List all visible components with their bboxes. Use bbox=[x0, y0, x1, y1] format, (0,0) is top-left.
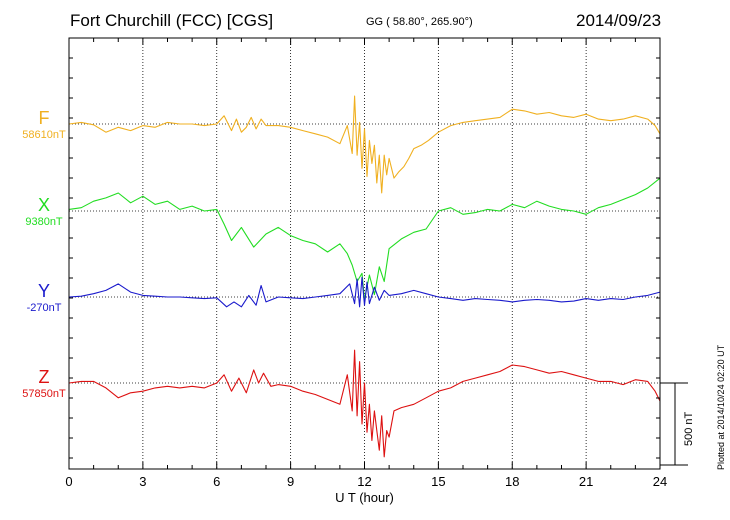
station-title: Fort Churchill (FCC) [CGS] bbox=[70, 11, 274, 30]
scale-bar-label: 500 nT bbox=[683, 411, 695, 446]
x-axis-label: U T (hour) bbox=[335, 490, 394, 505]
scale-bar bbox=[660, 382, 688, 466]
x-tick-label-18: 18 bbox=[505, 474, 519, 489]
series-line-f bbox=[68, 95, 661, 194]
series-label-z: Z 57850nT bbox=[12, 367, 76, 401]
series-baseline-x: 9380nT bbox=[25, 216, 63, 228]
series-baseline-y: -270nT bbox=[26, 302, 62, 314]
x-tick-label-0: 0 bbox=[65, 474, 72, 489]
x-tick-label-24: 24 bbox=[653, 474, 667, 489]
x-tick-label-12: 12 bbox=[357, 474, 371, 489]
x-tick-label-9: 9 bbox=[287, 474, 294, 489]
series-line-z bbox=[68, 349, 661, 458]
series-label-x: X 9380nT bbox=[12, 195, 76, 229]
x-tick-label-6: 6 bbox=[213, 474, 220, 489]
grid-lines bbox=[142, 38, 587, 469]
series-label-f: F 58610nT bbox=[12, 108, 76, 142]
series-baseline-z: 57850nT bbox=[22, 388, 66, 400]
x-ticks: 0 3 6 9 12 15 18 21 24 bbox=[65, 38, 667, 489]
series-name-x: X bbox=[37, 195, 50, 215]
date-label: 2014/09/23 bbox=[576, 11, 662, 30]
series-name-f: F bbox=[38, 108, 50, 128]
x-tick-label-21: 21 bbox=[579, 474, 593, 489]
x-tick-label-3: 3 bbox=[139, 474, 146, 489]
series-line-y bbox=[68, 276, 661, 308]
series-lines bbox=[68, 95, 661, 458]
series-name-y: Y bbox=[37, 281, 50, 301]
series-baseline-f: 58610nT bbox=[22, 129, 66, 141]
baseline-lines bbox=[69, 123, 660, 384]
coordinates-label: GG ( 58.80°, 265.90°) bbox=[366, 16, 473, 28]
x-tick-label-15: 15 bbox=[431, 474, 445, 489]
series-label-y: Y -270nT bbox=[12, 281, 76, 315]
series-name-z: Z bbox=[38, 367, 50, 387]
